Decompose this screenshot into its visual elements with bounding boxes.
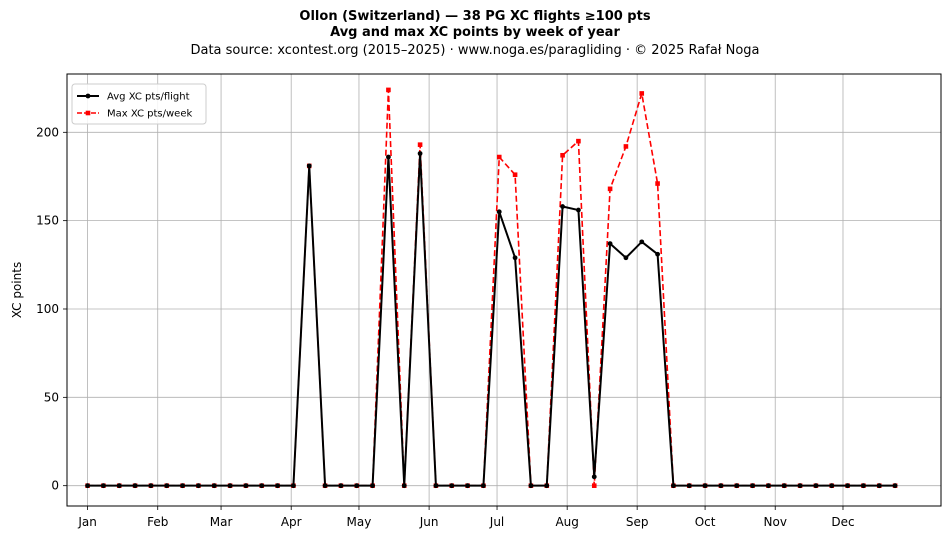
data-point-max — [496, 154, 502, 160]
data-point-avg — [211, 483, 217, 489]
data-point-avg — [116, 483, 122, 489]
legend-marker — [85, 93, 91, 99]
data-point-avg — [164, 483, 170, 489]
series-line-max — [87, 89, 896, 487]
legend-marker — [85, 110, 91, 116]
data-point-max — [591, 483, 597, 488]
plot-frame — [66, 73, 942, 507]
data-point-avg — [370, 483, 375, 489]
x-tick-label: Jul — [489, 515, 504, 529]
data-point-avg — [227, 483, 233, 489]
data-point-avg — [607, 241, 613, 247]
x-tick-label: Jun — [419, 515, 439, 529]
data-point-avg — [401, 483, 407, 489]
data-point-avg — [481, 483, 486, 489]
data-point-avg — [734, 483, 740, 489]
data-point-avg — [196, 483, 201, 489]
data-point-avg — [655, 251, 660, 257]
data-point-avg — [892, 483, 898, 489]
y-axis-label: XC points — [10, 262, 24, 318]
data-point-max — [639, 91, 645, 96]
data-point-avg — [101, 483, 106, 489]
data-point-avg — [829, 483, 835, 489]
data-point-avg — [259, 483, 265, 489]
x-tick-label: Oct — [695, 515, 716, 529]
data-point-avg — [275, 483, 280, 489]
data-point-max — [623, 144, 629, 149]
data-point-avg — [449, 483, 455, 489]
legend-label: Max XC pts/week — [107, 109, 192, 120]
data-point-avg — [544, 483, 550, 489]
x-tick-label: Apr — [281, 515, 302, 529]
data-point-avg — [306, 163, 312, 169]
y-tick-label: 100 — [36, 302, 59, 316]
data-point-avg — [433, 483, 439, 489]
data-point-avg — [718, 483, 724, 489]
chart-title: Ollon (Switzerland) — 38 PG XC flights ≥… — [299, 9, 651, 24]
data-point-avg — [417, 151, 423, 156]
data-point-max — [512, 172, 518, 178]
data-point-avg — [766, 483, 771, 489]
x-tick-label: Aug — [555, 515, 578, 529]
data-point-avg — [180, 483, 185, 489]
data-point-avg — [465, 483, 470, 489]
series-line-avg — [87, 152, 896, 487]
data-point-avg — [512, 255, 518, 261]
data-point-avg — [797, 483, 803, 489]
data-point-avg — [85, 483, 90, 489]
data-point-avg — [243, 483, 249, 489]
data-point-avg — [560, 204, 565, 209]
chart-subtitle: Avg and max XC points by week of year — [330, 25, 620, 40]
x-tick-label: Jan — [77, 515, 97, 529]
data-point-avg — [496, 209, 502, 215]
data-point-avg — [781, 483, 787, 489]
legend: Avg XC pts/flight Max XC pts/week — [71, 83, 207, 125]
data-point-avg — [623, 255, 629, 261]
x-tick-label: Dec — [831, 515, 854, 529]
data-point-avg — [702, 483, 708, 489]
data-point-avg — [686, 483, 692, 489]
data-point-avg — [322, 483, 328, 489]
data-point-avg — [386, 154, 391, 160]
x-tick-label: Feb — [147, 515, 168, 529]
chart-source-note: Data source: xcontest.org (2015–2025) · … — [190, 43, 760, 58]
data-point-avg — [528, 483, 534, 489]
data-point-avg — [338, 483, 344, 489]
data-point-max — [607, 186, 613, 192]
data-point-avg — [750, 483, 755, 489]
data-point-avg — [591, 474, 597, 480]
legend-label: Avg XC pts/flight — [107, 92, 190, 103]
x-tick-label: Mar — [210, 515, 233, 529]
data-point-avg — [576, 207, 581, 213]
data-point-max — [655, 181, 660, 186]
data-point-max — [386, 87, 391, 93]
data-point-max — [576, 138, 581, 144]
y-tick-label: 0 — [51, 479, 59, 493]
x-tick-label: Nov — [764, 515, 787, 529]
x-tick-label: Sep — [626, 515, 649, 529]
data-point-max — [417, 142, 423, 147]
data-point-avg — [671, 483, 676, 489]
data-point-max — [560, 152, 565, 158]
data-point-avg — [354, 483, 360, 489]
data-point-avg — [813, 483, 819, 489]
legend-box — [71, 83, 207, 125]
data-point-avg — [291, 483, 296, 489]
data-point-avg — [876, 483, 882, 489]
x-tick-label: May — [347, 515, 372, 529]
data-point-avg — [148, 483, 154, 489]
data-point-avg — [845, 483, 850, 489]
y-tick-label: 50 — [44, 390, 59, 404]
y-tick-label: 150 — [36, 214, 59, 228]
data-point-avg — [132, 483, 138, 489]
data-point-avg — [639, 239, 645, 245]
data-point-avg — [861, 483, 866, 489]
y-tick-label: 200 — [36, 125, 59, 139]
